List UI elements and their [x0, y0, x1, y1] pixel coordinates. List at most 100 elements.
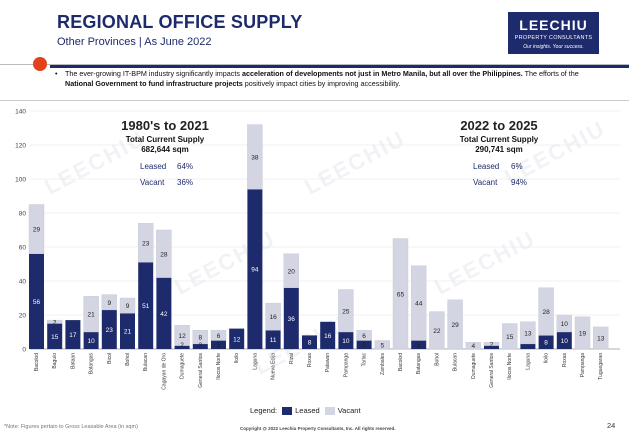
data-label-vacant: 2: [490, 341, 494, 348]
x-tick-label: Zambales: [380, 353, 386, 375]
x-tick-label: Tarlac: [362, 353, 368, 367]
y-tick-label: 120: [15, 143, 26, 150]
bar-vacant: [283, 253, 299, 289]
bar-vacant: [47, 319, 63, 324]
data-label-vacant: 38: [251, 154, 259, 161]
bar-leased: [47, 323, 63, 349]
period1-vacant-label: Vacant: [140, 178, 165, 187]
period1-supply-label: Total Current Supply: [126, 135, 205, 144]
legend-swatch-leased: [282, 406, 293, 415]
y-tick-label: 40: [19, 279, 27, 286]
x-tick-label: Dumaguete: [180, 353, 186, 379]
x-tick-label: Cagayan de Oro: [161, 353, 167, 390]
bar-vacant: [247, 124, 263, 190]
data-label-leased: 51: [142, 303, 150, 310]
bar-leased: [83, 332, 99, 349]
data-label-vacant: 9: [107, 300, 111, 307]
bar-leased: [484, 345, 499, 349]
x-tick-label: Batangas: [416, 353, 422, 375]
bullet-text-2: The efforts of the: [522, 69, 579, 78]
x-tick-label: General Santos: [489, 353, 495, 388]
y-tick-label: 0: [22, 347, 26, 354]
bullet-text-3: positively impact cities by improving ac…: [242, 79, 401, 88]
data-label-vacant: 10: [561, 321, 569, 328]
page-subtitle: Other Provinces | As June 2022: [57, 36, 212, 48]
data-label-leased: 5: [217, 342, 221, 349]
period1-annotation: 1980's to 2021 Total Current Supply 682,…: [121, 118, 209, 187]
x-tick-label: Iloilo: [234, 353, 240, 364]
data-label-vacant: 9: [126, 303, 130, 310]
bar-leased: [538, 335, 554, 349]
chart-legend: Legend: Leased Vacant: [250, 406, 361, 415]
period1-vacant-pct: 36%: [177, 178, 193, 187]
bar-leased: [156, 277, 172, 349]
bar-vacant: [265, 302, 281, 331]
bar-vacant: [28, 204, 45, 254]
bar-vacant: [174, 325, 190, 346]
period1-leased-label: Leased: [140, 162, 166, 171]
intro-bullet: • The ever-growing IT-BPM industry signi…: [55, 69, 605, 89]
y-tick-label: 80: [19, 211, 27, 218]
x-tick-label: Tuguegarao: [598, 353, 604, 380]
x-tick-label: Bataan: [70, 353, 76, 369]
bar-leased: [211, 340, 226, 349]
data-label-leased: 23: [106, 327, 114, 334]
bar-vacant: [338, 289, 354, 333]
x-tick-label: Bacolod: [34, 353, 40, 371]
data-label-vacant: 6: [362, 333, 366, 340]
x-tick-label: Roxas: [307, 353, 313, 368]
y-tick-label: 60: [19, 245, 27, 252]
data-label-vacant: 44: [415, 301, 423, 308]
x-tick-label: Nueva Ecija: [271, 353, 277, 380]
period2-supply-label: Total Current Supply: [460, 135, 539, 144]
legend-leased: Leased: [295, 406, 320, 415]
data-label-vacant: 65: [397, 291, 405, 298]
bar-vacant: [447, 299, 463, 350]
bar-leased: [302, 335, 317, 349]
period2-leased-label: Leased: [473, 162, 499, 171]
bar-leased: [192, 343, 208, 349]
legend-swatch-vacant: [324, 406, 335, 415]
data-label-vacant: 21: [87, 312, 95, 319]
period2-vacant-label: Vacant: [473, 178, 498, 187]
x-tick-label: Bulacan: [143, 353, 149, 371]
bar-leased: [229, 328, 245, 349]
x-tick-label: Laguna: [252, 353, 258, 370]
bar-vacant: [156, 229, 172, 278]
x-tick-label: Baguio: [52, 353, 58, 369]
x-tick-label: Batangas: [89, 353, 95, 375]
bar-vacant: [574, 316, 591, 350]
x-tick-label: Palawan: [325, 353, 331, 372]
data-label-vacant: 4: [471, 343, 475, 350]
bar-vacant: [538, 287, 554, 336]
data-label-vacant: 13: [524, 330, 532, 337]
bar-vacant: [411, 265, 427, 341]
bullet-bold-2: National Government to fund infrastructu…: [65, 79, 243, 88]
data-label-leased: 17: [69, 332, 77, 339]
logo-line2: PROPERTY CONSULTANTS: [514, 35, 593, 41]
bar-leased: [65, 320, 81, 349]
copyright: Copyright @ 2022 Leechiu Property Consul…: [240, 426, 396, 431]
x-tick-label: Ilocos Norte: [216, 353, 222, 380]
company-logo: LEECHIU PROPERTY CONSULTANTS Our insight…: [508, 12, 599, 54]
x-tick-label: Laguna: [525, 353, 531, 370]
page-number: 24: [607, 421, 616, 430]
bar-vacant: [374, 340, 390, 350]
y-tick-label: 100: [15, 177, 26, 184]
x-tick-label: Dumaguete: [471, 353, 477, 379]
bar-leased: [520, 343, 536, 349]
x-tick-label: Rizal: [289, 353, 295, 364]
data-label-vacant: 28: [160, 251, 168, 258]
bar-leased: [356, 340, 372, 349]
bar-vacant: [593, 326, 609, 350]
x-tick-label: Ilocos Norte: [507, 353, 513, 380]
logo-tagline: Our insights. Your success.: [523, 44, 584, 50]
legend-title: Legend:: [250, 406, 278, 415]
x-tick-label: Pampanga: [580, 353, 586, 377]
data-label-vacant: 13: [597, 335, 605, 342]
bar-leased: [283, 287, 299, 349]
data-label-vacant: 22: [433, 328, 441, 335]
bar-vacant: [520, 321, 536, 345]
x-tick-label: Bacolod: [398, 353, 404, 371]
